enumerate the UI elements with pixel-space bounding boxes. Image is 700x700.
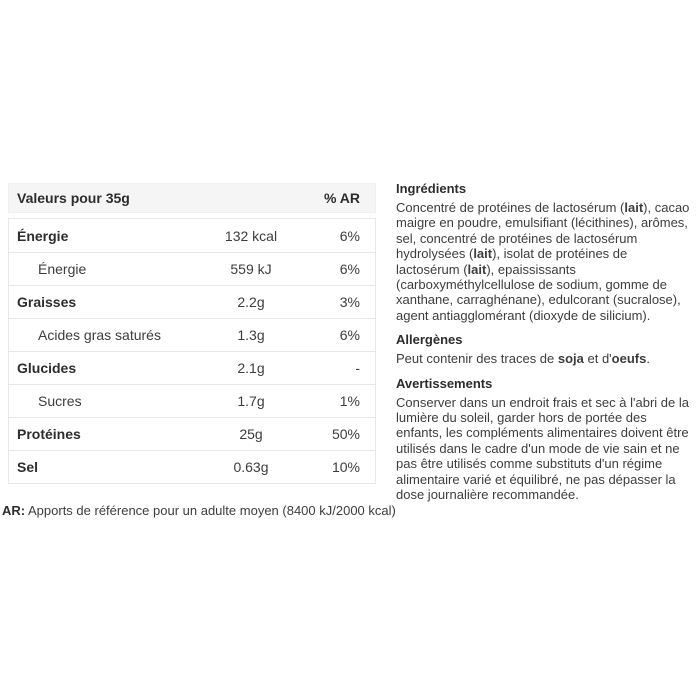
nutrient-value: 1.7g [237, 393, 265, 409]
nutrient-label: Graisses [17, 294, 77, 310]
nutrient-ar-percent: 6% [339, 327, 360, 343]
nutrient-ar-percent: 50% [331, 426, 360, 442]
nutrient-value: 25g [239, 426, 263, 442]
warnings-text: Conserver dans un endroit frais et sec à… [396, 394, 689, 503]
table-row: Graisses 2.2g 3% [9, 285, 375, 318]
nutrient-value: 2.1g [237, 360, 265, 376]
ingredients-heading: Ingrédients [396, 181, 467, 196]
allergens-heading: Allergènes [396, 332, 463, 348]
nutrient-value: 559 kJ [230, 261, 272, 277]
table-row: Protéines 25g 50% [9, 417, 375, 450]
table-header-serving: Valeurs pour 35g [17, 190, 130, 206]
nutrient-ar-percent: 6% [339, 227, 360, 244]
nutrient-label: Sucres [38, 393, 82, 409]
table-row: Sucres 1.7g 1% [9, 384, 375, 417]
warnings-section: Avertissements Conserver dans un endroit… [396, 376, 693, 503]
nutrient-label: Sel [17, 459, 39, 475]
nutrient-label: Énergie [38, 261, 87, 277]
nutrient-ar-percent: 3% [339, 294, 360, 310]
ingredients-text: Concentré de protéines de lactosérum (la… [396, 200, 690, 323]
table-row: Acides gras saturés 1.3g 6% [9, 318, 375, 351]
nutrient-label: Énergie [17, 227, 69, 244]
nutrient-ar-percent: 6% [339, 261, 360, 277]
nutrition-table-header: Valeurs pour 35g % AR [8, 183, 376, 213]
nutrient-ar-percent: 10% [331, 459, 360, 475]
warnings-heading: Avertissements [396, 375, 493, 391]
nutrient-ar-percent: - [355, 360, 360, 376]
nutrient-label: Protéines [17, 426, 81, 442]
table-row: Énergie 132 kcal 6% [9, 219, 375, 252]
nutrition-table: Valeurs pour 35g % AR Énergie 132 kcal 6… [8, 183, 376, 484]
nutrient-value: 1.3g [237, 327, 265, 343]
ingredients-section: Ingrédients Concentré de protéines de la… [396, 181, 693, 323]
allergens-section: Allergènes Peut contenir des traces de s… [396, 332, 693, 366]
reference-note: AR: Apports de référence pour un adulte … [2, 503, 396, 518]
nutrient-label: Acides gras saturés [38, 327, 161, 343]
product-info-column: Ingrédients Concentré de protéines de la… [396, 181, 693, 512]
nutrition-table-body: Énergie 132 kcal 6% Énergie 559 kJ 6% Gr… [8, 218, 376, 484]
table-row: Sel 0.63g 10% [9, 450, 375, 483]
nutrient-ar-percent: 1% [339, 393, 360, 409]
table-header-ar: % AR [323, 190, 360, 206]
allergens-text: Peut contenir des traces de soja et d'oe… [396, 351, 650, 367]
nutrient-value: 2.2g [237, 294, 265, 310]
nutrient-value: 132 kcal [224, 227, 278, 244]
nutrient-value: 0.63g [233, 459, 269, 475]
table-row: Glucides 2.1g - [9, 351, 375, 384]
nutrient-label: Glucides [17, 360, 77, 376]
table-row: Énergie 559 kJ 6% [9, 252, 375, 285]
